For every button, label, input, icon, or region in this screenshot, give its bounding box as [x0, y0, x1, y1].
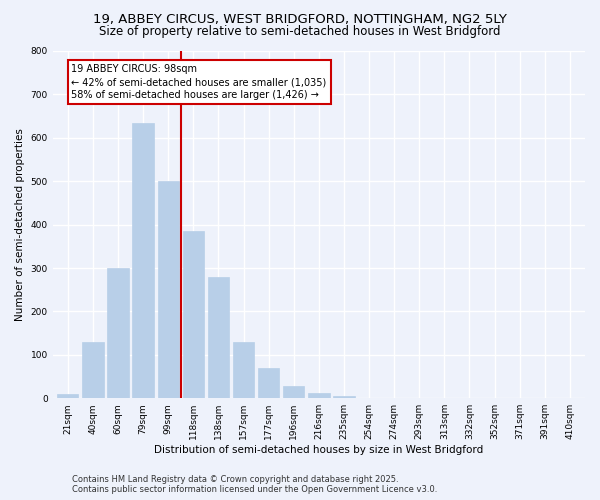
Text: Contains HM Land Registry data © Crown copyright and database right 2025.
Contai: Contains HM Land Registry data © Crown c… — [72, 474, 437, 494]
Bar — [133, 122, 154, 398]
Y-axis label: Number of semi-detached properties: Number of semi-detached properties — [15, 128, 25, 321]
Bar — [258, 368, 279, 398]
Bar — [233, 342, 254, 398]
Bar — [107, 268, 128, 398]
Bar — [57, 394, 79, 398]
Bar — [182, 231, 204, 398]
Bar — [208, 276, 229, 398]
Bar — [158, 181, 179, 398]
Text: 19, ABBEY CIRCUS, WEST BRIDGFORD, NOTTINGHAM, NG2 5LY: 19, ABBEY CIRCUS, WEST BRIDGFORD, NOTTIN… — [93, 12, 507, 26]
Text: 19 ABBEY CIRCUS: 98sqm
← 42% of semi-detached houses are smaller (1,035)
58% of : 19 ABBEY CIRCUS: 98sqm ← 42% of semi-det… — [71, 64, 327, 100]
Text: Size of property relative to semi-detached houses in West Bridgford: Size of property relative to semi-detach… — [99, 25, 501, 38]
Bar — [308, 393, 329, 398]
Bar — [82, 342, 104, 398]
Bar — [333, 396, 355, 398]
Bar — [283, 386, 304, 398]
X-axis label: Distribution of semi-detached houses by size in West Bridgford: Distribution of semi-detached houses by … — [154, 445, 484, 455]
